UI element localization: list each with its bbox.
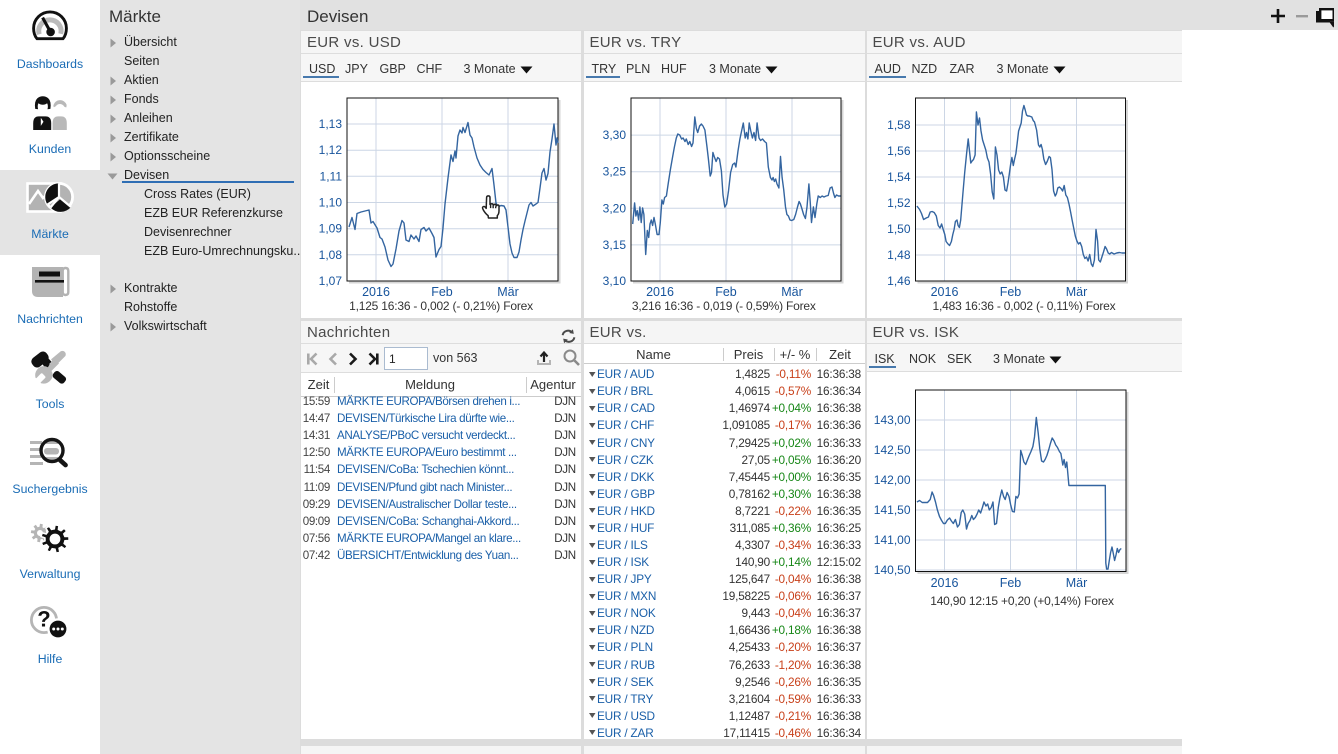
svg-text:Mär: Mär [1066,576,1088,590]
svg-text:1,48: 1,48 [887,248,911,262]
svg-text:2016: 2016 [931,576,959,590]
svg-text:Mär: Mär [781,285,803,299]
svg-text:1,12: 1,12 [319,143,343,157]
svg-text:1,483 16:36 - 0,002 (- 0,11%): 1,483 16:36 - 0,002 (- 0,11%) Forex [933,299,1116,313]
svg-text:Mär: Mär [497,285,519,299]
svg-text:1,13: 1,13 [319,117,343,131]
svg-text:Feb: Feb [431,285,453,299]
svg-text:140,90 12:15 +0,20 (+0,14%) Fo: 140,90 12:15 +0,20 (+0,14%) Forex [930,594,1114,608]
svg-text:Feb: Feb [1000,285,1022,299]
svg-text:2016: 2016 [646,285,674,299]
svg-text:3,25: 3,25 [603,165,627,179]
svg-text:140,50: 140,50 [874,563,911,577]
svg-text:3,20: 3,20 [603,201,627,215]
svg-text:Feb: Feb [715,285,737,299]
svg-text:3,216 16:36 - 0,019 (- 0,59%): 3,216 16:36 - 0,019 (- 0,59%) Forex [632,299,816,313]
svg-text:1,11: 1,11 [320,169,343,183]
svg-text:3,30: 3,30 [603,128,627,142]
svg-text:1,58: 1,58 [887,118,911,132]
svg-text:Mär: Mär [1066,285,1088,299]
svg-text:Feb: Feb [1000,576,1022,590]
svg-text:3,10: 3,10 [603,274,627,288]
svg-text:141,00: 141,00 [874,533,911,547]
svg-text:142,50: 142,50 [874,443,911,457]
svg-text:1,50: 1,50 [887,222,911,236]
svg-text:143,00: 143,00 [874,413,911,427]
svg-text:?: ? [37,607,50,632]
svg-text:1,09: 1,09 [319,222,343,236]
svg-text:2016: 2016 [931,285,959,299]
svg-text:1,07: 1,07 [319,274,343,288]
svg-text:1,56: 1,56 [887,144,911,158]
svg-text:142,00: 142,00 [874,473,911,487]
svg-text:141,50: 141,50 [874,503,911,517]
svg-text:1,54: 1,54 [887,170,911,184]
svg-text:1,08: 1,08 [319,248,343,262]
svg-text:1,52: 1,52 [887,196,911,210]
svg-text:1,46: 1,46 [887,274,911,288]
svg-text:2016: 2016 [362,285,390,299]
svg-text:1,125 16:36 - 0,002 (- 0,21%): 1,125 16:36 - 0,002 (- 0,21%) Forex [349,299,533,313]
svg-text:3,15: 3,15 [603,238,627,252]
svg-text:1,10: 1,10 [319,196,343,210]
